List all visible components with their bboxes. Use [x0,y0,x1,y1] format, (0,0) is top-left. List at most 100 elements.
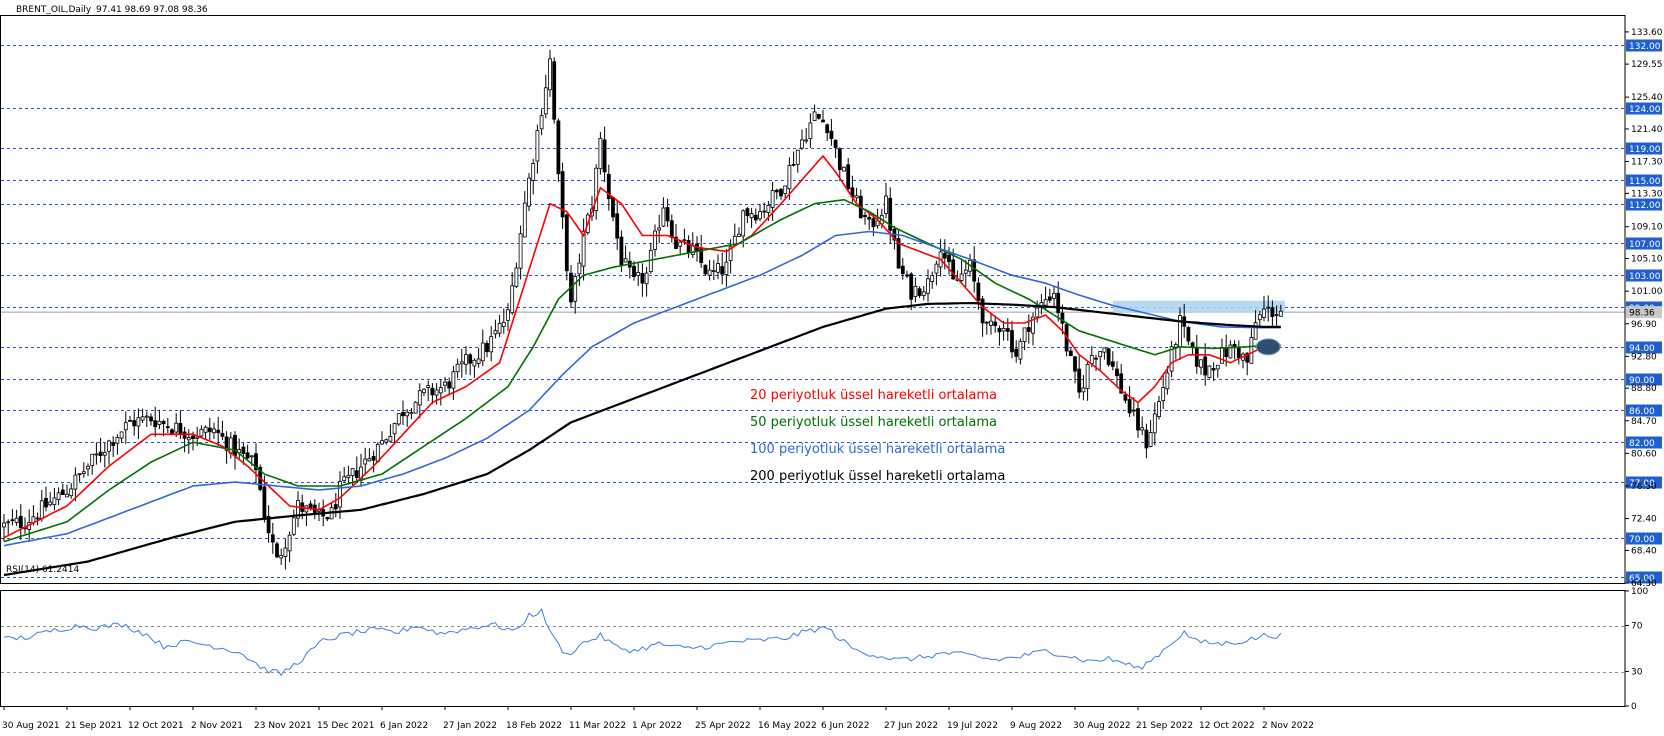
time-tick-label: 1 Apr 2022 [632,721,682,731]
candle-body [413,401,418,414]
candle-body [1207,365,1212,379]
candle-body [1157,401,1161,417]
candle-body [375,443,380,462]
candle-body [863,214,867,218]
candle-body [245,452,250,459]
candle-body [867,216,872,220]
candle-body [216,429,221,434]
candle-body [686,240,691,253]
last-price-tag [1626,306,1662,319]
candle-body [758,211,762,220]
candle-body [279,554,284,559]
rsi-line [3,608,1282,677]
level-price-tag-text: 132.00 [1629,42,1661,52]
candle-body [1106,348,1111,366]
candle-body [745,208,750,216]
candle-body [1173,344,1178,348]
ellipse-marker-shape [1255,338,1281,356]
level-price-tag [1626,198,1662,211]
candle-body [1115,368,1119,377]
candle-body [1236,347,1241,359]
candle-body [947,254,951,263]
candle-body [602,139,607,173]
candle-body [997,328,1002,333]
candle-body [506,309,510,321]
candle-body [615,213,620,239]
level-price-tag [1626,237,1662,250]
candle-body [1270,307,1275,318]
candle-body [619,236,624,266]
candle-body [1161,387,1166,401]
price-tick-label: 121.40 [1631,125,1663,135]
candle-body [1144,429,1149,449]
level-price-tag-text: 119.00 [1629,145,1661,155]
candle-body [1278,310,1283,317]
candle-body [426,385,431,388]
time-tick-label: 12 Oct 2022 [1199,721,1255,731]
candle-body [1232,343,1237,347]
candle-body [73,474,78,490]
candle-body [338,481,342,508]
candle-body [611,196,615,218]
time-tick-label: 12 Oct 2021 [128,721,184,731]
candle-body [779,188,783,197]
price-tick-label: 84.70 [1631,417,1657,427]
candle-body [325,517,330,520]
level-price-tag-text: 94.00 [1629,344,1655,354]
level-price-tag [1626,476,1662,489]
candle-body [657,227,662,231]
price-tick-label: 88.80 [1631,384,1657,394]
candle-body [1018,340,1023,360]
candle-body [1102,347,1107,353]
candle-body [581,230,586,267]
candle-body [846,164,851,190]
price-tick-label: 76.50 [1631,482,1657,492]
candle-body [388,436,393,442]
candle-body [1014,348,1019,357]
candle-body [69,488,74,497]
candle-body [594,167,599,212]
candle-body [153,420,158,428]
candle-body [548,58,552,91]
candle-body [464,354,468,365]
candle-body [241,446,246,454]
time-tick-label: 27 Jun 2022 [884,721,938,731]
candle-body [531,163,536,181]
candle-body [485,343,489,353]
candle-body [1215,364,1220,370]
time-tick-label: 6 Jan 2022 [380,721,428,731]
candle-body [35,517,40,520]
candle-body [497,323,502,334]
candle-body [111,442,116,446]
candle-body [165,426,170,429]
level-price-tag [1626,436,1662,449]
candle-body [1047,296,1052,301]
candle-body [333,504,338,510]
candle-body [732,235,737,246]
candle-body [1068,350,1073,357]
candle-body [228,437,233,454]
candle-body [39,500,44,519]
ema-line-50 [3,198,1281,543]
candle-body [716,263,720,273]
chart-frame [0,15,1626,707]
candle-body [52,497,57,506]
candle-body [493,330,498,335]
candle-body [909,273,914,300]
candle-body [1073,356,1077,372]
level-price-tag [1626,142,1662,155]
candle-body [829,130,834,140]
time-tick-label: 21 Sep 2021 [65,721,122,731]
candle-body [501,321,506,327]
price-tick-label: 117.30 [1631,158,1663,168]
candle-body [808,122,813,139]
candle-body [900,265,905,275]
candle-body [77,473,82,476]
time-tick-label: 23 Nov 2021 [254,721,312,731]
time-tick-label: 15 Dec 2021 [317,721,375,731]
legend-ema-50: 50 periyotluk üssel hareketli ortalama [750,415,997,430]
candle-body [917,288,922,296]
level-price-tag-text: 103.00 [1629,272,1661,282]
level-price-tag [1626,373,1662,386]
candle-body [447,381,452,389]
